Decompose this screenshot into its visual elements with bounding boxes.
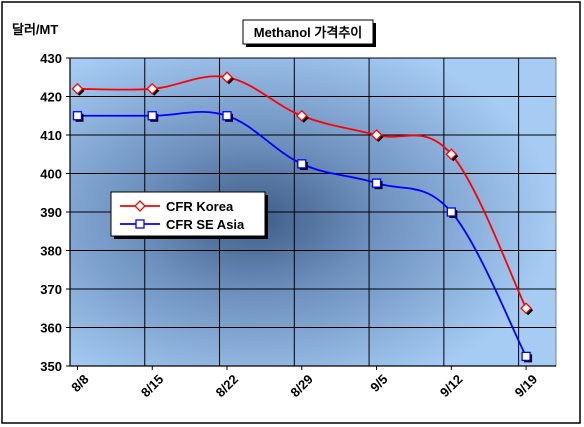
y-tick-label: 380: [40, 244, 62, 259]
legend-label: CFR Korea: [166, 199, 234, 214]
y-tick-label: 410: [40, 128, 62, 143]
data-point: [297, 159, 307, 169]
data-point: [221, 71, 233, 84]
series-cfr-se-asia: [72, 111, 533, 363]
y-tick-label: 350: [40, 359, 62, 374]
data-point: [146, 82, 159, 95]
y-tick-label: 390: [40, 205, 62, 220]
data-point: [147, 111, 157, 121]
data-point: [72, 111, 83, 121]
legend-label: CFR SE Asia: [166, 217, 245, 232]
y-tick-label: 370: [40, 282, 62, 297]
legend-marker: [134, 200, 146, 212]
data-point: [295, 109, 308, 122]
y-tick-label: 400: [40, 167, 62, 182]
data-point: [445, 148, 458, 161]
chart-title: Methanol 가격추이: [254, 25, 363, 40]
y-tick-label: 360: [40, 321, 62, 336]
data-point: [446, 207, 456, 217]
y-axis-unit-label: 달러/MT: [12, 22, 58, 37]
data-point: [520, 302, 533, 315]
data-point: [521, 351, 531, 362]
y-tick-label: 430: [40, 51, 62, 66]
y-tick-label: 420: [40, 90, 62, 105]
legend: CFR Korea CFR SE Asia: [110, 191, 268, 239]
chart-title-box: Methanol 가격추이: [242, 19, 376, 47]
series-cfr-korea: [71, 71, 534, 316]
data-point: [222, 111, 232, 121]
data-point: [71, 82, 84, 95]
data-point: [370, 129, 383, 141]
legend-marker: [135, 219, 145, 229]
data-point: [371, 178, 382, 188]
